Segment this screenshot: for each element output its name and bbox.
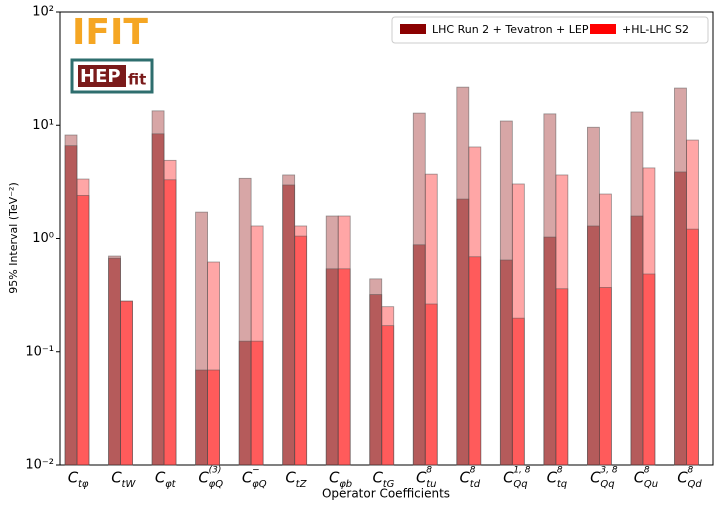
y-tick-label: 10⁰ xyxy=(32,231,54,246)
legend-swatch xyxy=(590,24,616,34)
bar xyxy=(195,369,209,466)
bar xyxy=(686,228,699,466)
bar xyxy=(456,198,470,466)
x-tick-label: C xyxy=(372,469,383,487)
bar xyxy=(64,145,78,466)
y-tick-label: 10² xyxy=(32,5,54,20)
bar xyxy=(108,257,121,466)
bar xyxy=(642,273,656,466)
x-tick-label-sub: φt xyxy=(165,479,177,490)
x-tick-label: C xyxy=(155,469,166,487)
bar xyxy=(369,294,383,466)
x-tick-label: C xyxy=(460,469,471,487)
y-tick-label: 10¹ xyxy=(32,118,54,133)
x-tick-label-sup: 3, 8 xyxy=(600,466,617,476)
bar xyxy=(555,288,569,466)
ifit-logo: IFIT xyxy=(72,12,148,53)
x-tick-label: C xyxy=(329,469,340,487)
legend-label: +HL-LHC S2 xyxy=(622,23,689,36)
x-tick-label-sub: Qd xyxy=(687,479,702,490)
x-tick-label: C xyxy=(285,469,296,487)
x-tick-label-sub: tZ xyxy=(296,479,308,490)
x-tick-label-sup: − xyxy=(252,466,260,476)
x-tick-label-sup: 8 xyxy=(687,466,693,476)
x-tick-label-sup: 8 xyxy=(557,466,563,476)
x-tick-label-sub: Qu xyxy=(644,479,658,490)
x-tick-label-sub: td xyxy=(470,479,481,490)
bar xyxy=(151,133,165,466)
legend-swatch xyxy=(400,24,426,34)
bar xyxy=(543,236,557,466)
bar xyxy=(599,287,612,466)
x-tick-label: C xyxy=(677,469,688,487)
x-tick-label: C xyxy=(68,469,79,487)
x-tick-label: C xyxy=(111,469,122,487)
bar xyxy=(76,195,90,466)
x-tick-label-sup: (3) xyxy=(209,466,222,476)
y-tick-label: 10⁻¹ xyxy=(25,344,54,359)
x-tick-label-sub: tq xyxy=(557,479,567,490)
x-tick-label: C xyxy=(242,469,253,487)
bar xyxy=(238,340,252,466)
bar xyxy=(337,268,351,466)
bar xyxy=(468,256,482,466)
x-tick-label: C xyxy=(503,469,514,487)
bar xyxy=(294,235,308,466)
x-tick-label-sup: 8 xyxy=(470,466,476,476)
bar xyxy=(325,268,339,466)
x-tick-label-sup: 8 xyxy=(644,466,650,476)
legend-frame xyxy=(391,16,709,44)
y-axis-label: 95% Interval (TeV⁻²) xyxy=(7,182,20,294)
x-tick-label-sub: tφ xyxy=(78,479,89,490)
bar xyxy=(674,171,687,466)
hepfit-logo: HEP xyxy=(80,66,121,87)
x-tick-label-sub: tu xyxy=(426,479,436,490)
x-tick-label: C xyxy=(547,469,558,487)
x-tick-label-sub: φQ xyxy=(252,479,267,490)
hepfit-box xyxy=(78,65,126,87)
x-tick-label: C xyxy=(590,469,601,487)
y-tick-label: 10⁻² xyxy=(25,458,54,473)
bar xyxy=(499,259,513,466)
x-tick-label-sub: φQ xyxy=(209,479,224,490)
x-axis-label: Operator Coefficients xyxy=(322,487,450,501)
bar xyxy=(120,300,133,466)
x-tick-label-sub: tW xyxy=(122,479,137,490)
bar xyxy=(511,317,525,466)
bar xyxy=(587,225,600,466)
x-tick-label-sup: 1, 8 xyxy=(513,466,530,476)
bar xyxy=(207,369,221,466)
bar xyxy=(412,244,426,466)
x-tick-label-sup: 8 xyxy=(426,466,432,476)
bar xyxy=(250,340,264,466)
bar xyxy=(381,325,395,466)
x-tick-label: C xyxy=(198,469,209,487)
x-tick-label-sub: Qq xyxy=(600,479,614,490)
x-tick-label: C xyxy=(416,469,427,487)
bar xyxy=(424,303,438,466)
bar xyxy=(163,179,177,466)
legend-label: LHC Run 2 + Tevatron + LEP xyxy=(432,23,589,36)
bar xyxy=(630,215,644,466)
bar xyxy=(282,184,296,466)
x-tick-label-sub: tG xyxy=(383,479,395,490)
hepfit-logo-sub: fit xyxy=(128,71,146,89)
x-tick-label: C xyxy=(634,469,645,487)
x-tick-label-sub: Qq xyxy=(513,479,527,490)
x-tick-label-sub: φb xyxy=(339,479,352,490)
